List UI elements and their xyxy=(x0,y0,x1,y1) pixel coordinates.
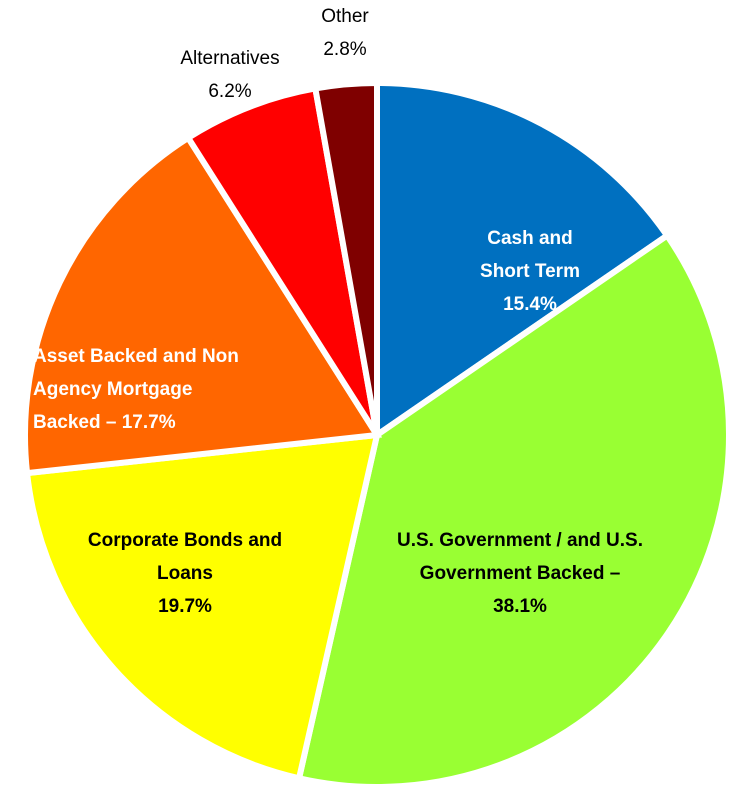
pie-slice xyxy=(311,79,380,436)
slice-label: Asset Backed and Non Agency Mortgage Bac… xyxy=(33,340,245,439)
pie-slice xyxy=(23,431,381,782)
category-label: Asset Backed and Non Agency Mortgage Bac… xyxy=(33,346,239,433)
value-label: 6.2% xyxy=(208,81,252,102)
pie-slice xyxy=(22,133,383,477)
slice-label: Corporate Bonds and Loans 19.7% xyxy=(85,524,285,623)
value-label: 15.4% xyxy=(503,294,557,315)
slice-label: Cash and Short Term 15.4% xyxy=(460,222,600,321)
pie-slice xyxy=(374,79,672,441)
value-label: – 38.1% xyxy=(493,563,621,617)
category-label: Cash and Short Term xyxy=(480,228,580,282)
value-label: 19.7% xyxy=(158,596,212,617)
slice-label: Other 2.8% xyxy=(300,0,390,66)
pie-slice xyxy=(295,231,732,789)
value-label: – 17.7% xyxy=(105,412,176,433)
category-label: U.S. Government / and U.S. Government Ba… xyxy=(397,530,643,584)
slice-label: Alternatives 6.2% xyxy=(160,42,300,108)
category-label: Other xyxy=(321,6,369,27)
value-label: 2.8% xyxy=(323,39,367,60)
slice-label: U.S. Government / and U.S. Government Ba… xyxy=(395,524,645,623)
category-label: Alternatives xyxy=(180,48,280,69)
category-label: Corporate Bonds and Loans xyxy=(87,530,283,584)
